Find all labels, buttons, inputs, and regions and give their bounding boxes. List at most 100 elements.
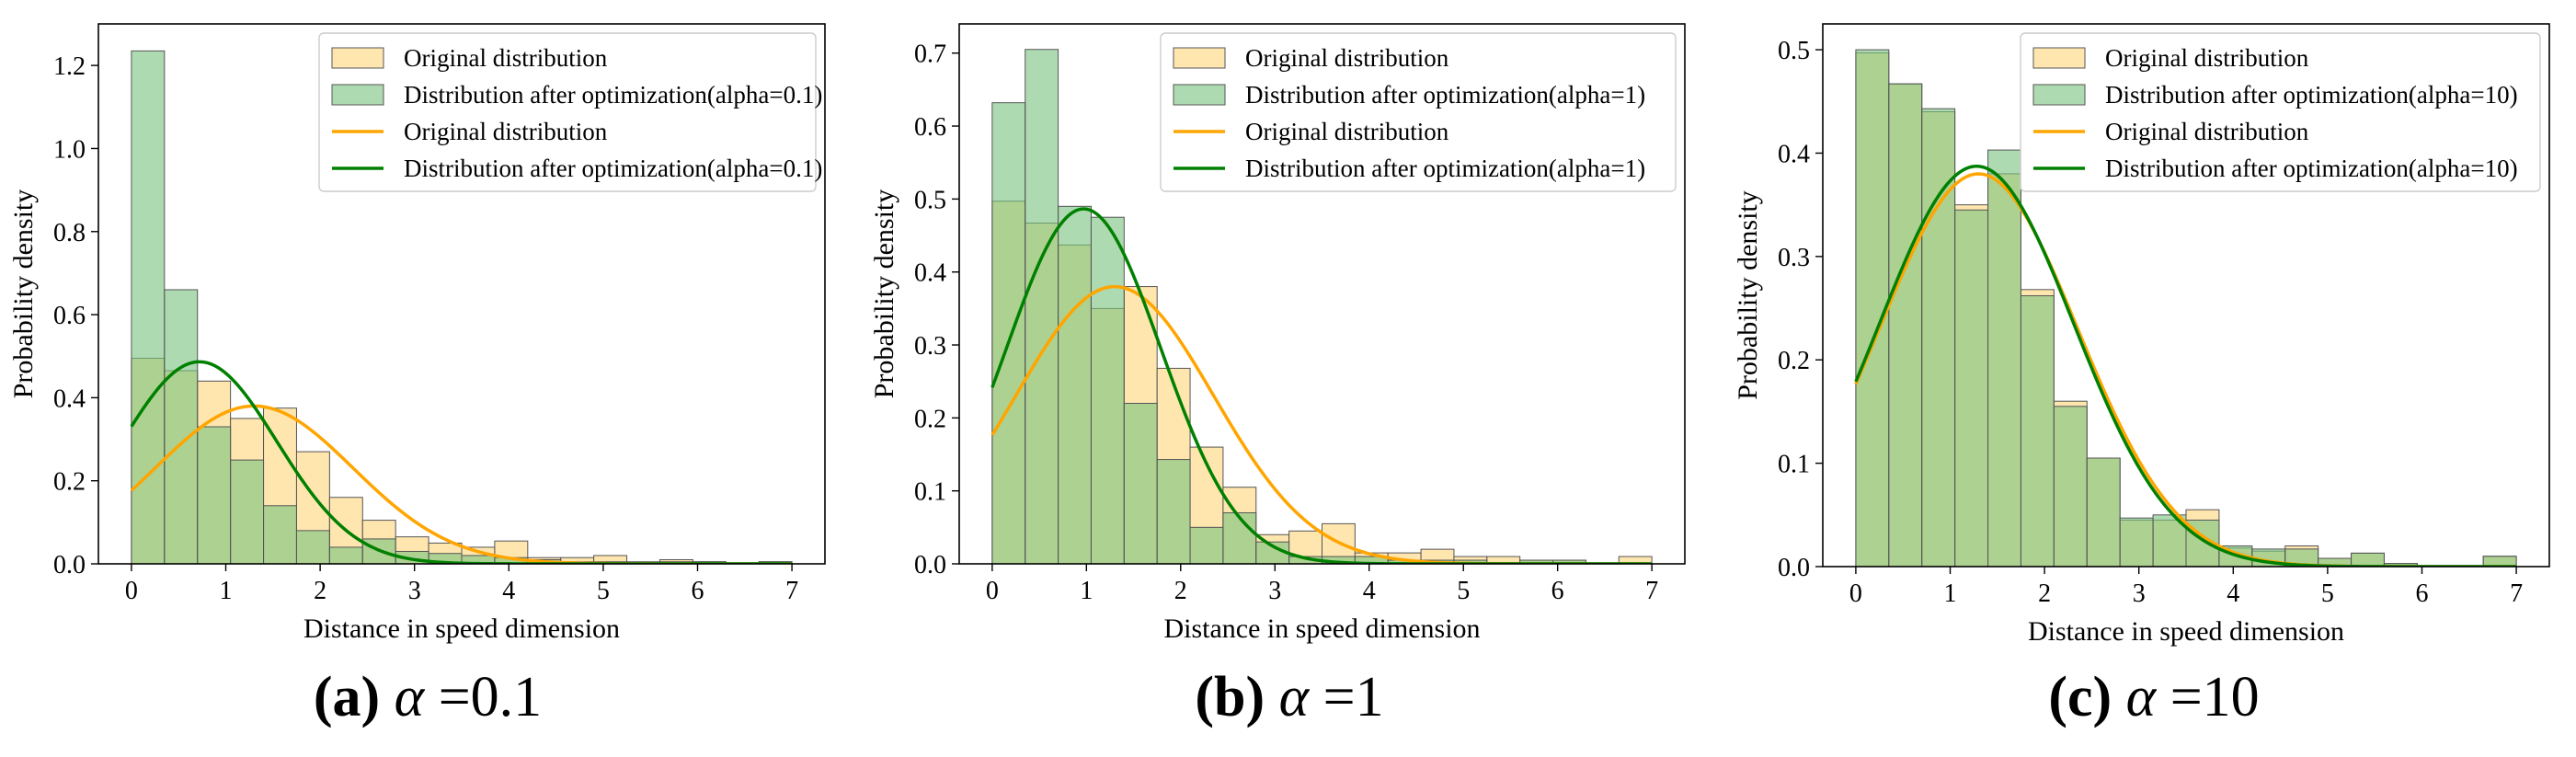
original-hist-bar: [593, 555, 628, 564]
legend-label: Original distribution: [404, 118, 608, 145]
x-tick-label: 7: [1645, 577, 1658, 605]
optimized-hist-bar: [230, 459, 265, 564]
optimized-hist-bar: [1189, 526, 1224, 564]
y-tick-label: 0.2: [914, 405, 946, 433]
caption-alpha-symbol: α: [2126, 666, 2158, 728]
panel-caption: (c) α =10: [2048, 666, 2259, 728]
x-tick-label: 1: [1944, 579, 1957, 608]
legend-label: Distribution after optimization(alpha=0.…: [404, 155, 822, 182]
y-tick-label: 0.5: [914, 186, 946, 214]
x-tick-label: 2: [1174, 577, 1187, 605]
optimized-hist-bar: [991, 102, 1026, 564]
optimized-hist-bar: [263, 505, 297, 564]
optimized-hist-bar: [1987, 149, 2021, 567]
chart-panel-1: 0 1 2 3 4 5 6 7 0.0 0.2 0.4 0.6 0.8 1.0 1.2 Distance in…: [8, 23, 826, 728]
optimized-density-line: [990, 207, 1653, 564]
x-tick-label: 7: [785, 577, 798, 605]
x-axis-label: Distance in speed dimension: [2028, 616, 2344, 647]
y-tick-label: 1.2: [53, 52, 86, 81]
y-tick-label: 0.1: [1778, 451, 1810, 479]
y-tick-label: 0.1: [914, 478, 946, 507]
axes-frame: [97, 23, 826, 565]
chart-panel-3: 0 1 2 3 4 5 6 7 0.0 0.1 0.2 0.3 0.4 0.5 Distance in sp…: [1733, 23, 2550, 728]
x-tick-label: 3: [1268, 577, 1281, 605]
x-tick-label: 0: [986, 577, 999, 605]
legend-optimized-hist-swatch: [2032, 84, 2086, 106]
caption-alpha-symbol: α: [395, 666, 426, 728]
x-tick-label: 3: [2133, 579, 2146, 608]
legend-label: Distribution after optimization(alpha=1): [1245, 81, 1645, 109]
optimized-hist-bar: [1156, 459, 1191, 564]
y-tick-label: 0.4: [914, 259, 946, 288]
optimized-hist-bar: [197, 426, 232, 564]
y-tick-label: 0.3: [914, 332, 946, 361]
x-axis-label: Distance in speed dimension: [303, 614, 620, 644]
legend-original-hist-swatch: [331, 47, 384, 69]
x-tick-label: 2: [314, 577, 326, 605]
legend-original-hist-swatch: [1173, 47, 1226, 69]
legend-optimized-hist-swatch: [1173, 84, 1226, 106]
y-tick-label: 0.0: [53, 551, 86, 579]
x-tick-label: 5: [597, 577, 610, 605]
optimized-hist-bar: [2020, 295, 2055, 567]
y-tick-label: 1.0: [53, 135, 86, 164]
x-tick-label: 6: [2415, 579, 2428, 608]
x-tick-label: 5: [2321, 579, 2334, 608]
x-tick-label: 1: [220, 577, 233, 605]
caption-alpha-value: =10: [2170, 666, 2260, 728]
y-tick-label: 0.6: [914, 113, 946, 142]
optimized-hist-bar: [1552, 559, 1586, 564]
optimized-hist-bar: [164, 289, 199, 564]
chart-panel-2: 0 1 2 3 4 5 6 7 0.0 0.1 0.2 0.3 0.4 0.5 0.6 0.7 Distance…: [869, 23, 1686, 728]
optimized-hist-bar: [2351, 552, 2385, 567]
x-tick-label: 1: [1080, 577, 1093, 605]
x-tick-label: 6: [1551, 577, 1564, 605]
panel-caption: (b) α =1: [1195, 666, 1383, 728]
x-tick-label: 2: [2038, 579, 2051, 608]
caption-letter: (a): [314, 666, 380, 728]
y-axis-label: Probability density: [8, 189, 39, 399]
x-tick-label: 0: [125, 577, 138, 605]
y-tick-label: 0.6: [53, 302, 86, 330]
x-tick-label: 5: [1457, 577, 1470, 605]
legend-box: [318, 32, 817, 192]
y-tick-label: 0.0: [914, 551, 946, 579]
plot-area: [990, 49, 1653, 564]
optimized-hist-bar: [2284, 548, 2319, 567]
optimized-hist-bar: [1855, 49, 1890, 567]
optimized-hist-bar: [1222, 511, 1257, 564]
x-tick-label: 0: [1849, 579, 1862, 608]
axes-frame: [1822, 23, 2550, 568]
x-tick-label: 7: [2510, 579, 2523, 608]
y-tick-label: 0.8: [53, 219, 86, 247]
optimized-hist-bar: [1921, 108, 1956, 567]
caption-alpha-value: =1: [1323, 666, 1384, 728]
y-tick-label: 0.2: [1778, 347, 1810, 375]
x-tick-label: 3: [408, 577, 421, 605]
axes-frame: [958, 23, 1686, 565]
optimized-hist-bar: [2119, 517, 2154, 567]
y-tick-label: 0.7: [914, 40, 946, 69]
legend-original-hist-swatch: [2032, 47, 2086, 69]
y-tick-label: 0.4: [53, 384, 86, 413]
x-axis-label: Distance in speed dimension: [1163, 614, 1480, 644]
optimized-hist-bar: [328, 546, 363, 564]
x-tick-label: 4: [502, 577, 515, 605]
caption-letter: (b): [1195, 666, 1265, 728]
x-tick-label: 4: [2227, 579, 2239, 608]
optimized-hist-bar: [295, 530, 330, 564]
optimized-hist-bar: [2053, 406, 2088, 567]
optimized-hist-bar: [1025, 49, 1059, 564]
plot-area: [130, 50, 793, 564]
legend-label: Original distribution: [404, 44, 608, 72]
y-tick-label: 0.5: [1778, 37, 1810, 65]
panel-caption: (a) α =0.1: [314, 666, 542, 728]
legend-label: Original distribution: [2105, 44, 2309, 72]
legend-label: Original distribution: [1245, 118, 1449, 145]
legend-box: [2020, 32, 2541, 192]
y-tick-label: 0.2: [53, 468, 86, 497]
optimized-hist-bar: [1058, 205, 1092, 564]
y-axis-label: Probability density: [1733, 190, 1763, 400]
